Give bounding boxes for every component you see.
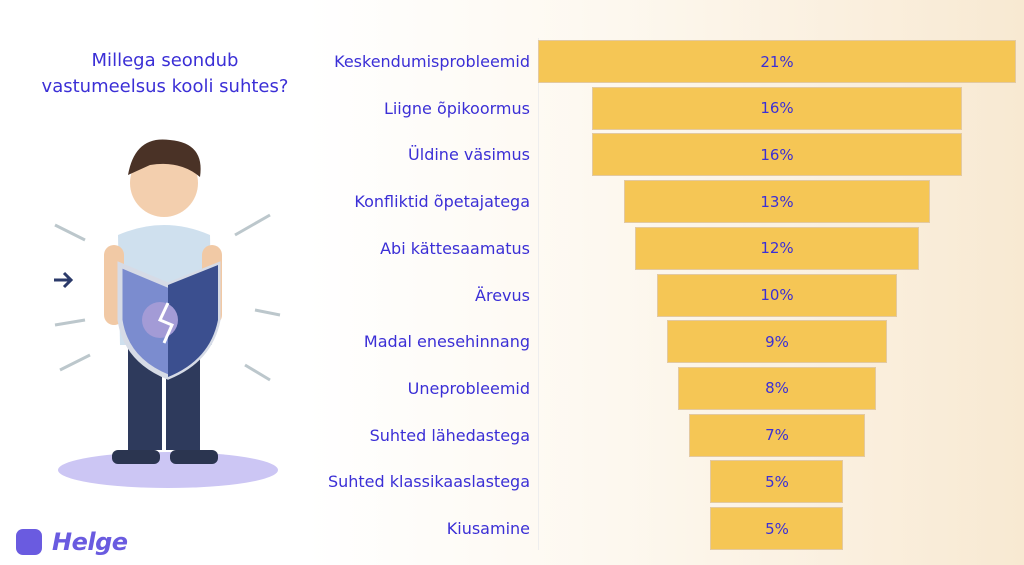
student-with-shield-illustration [54,139,281,488]
value-label: 7% [765,426,789,445]
category-label: Uneprobleemid [407,378,530,398]
funnel-row: Uneprobleemid 8% [0,366,1024,411]
category-label: Abi kättesaamatus [380,238,530,258]
helge-logo-icon [16,529,42,555]
funnel-row: Madal enesehinnang 9% [0,320,1024,364]
value-label: 12% [760,239,794,258]
category-label: Suhted lähedastega [369,425,530,445]
chart-title: Millega seondub vastumeelsus kooli suhte… [41,50,289,97]
funnel-row: Konfliktid õpetajatega 13% [0,180,1024,224]
category-label: Suhted klassikaaslastega [327,472,530,492]
funnel-bar: 10% [656,273,898,317]
category-label: Üldine väsimus [408,145,530,165]
funnel-row: Suhted klassikaaslastega 5% [0,460,1024,504]
brand-name: Helge [52,528,128,556]
funnel-row: Kiusamine 5% [0,507,1024,551]
funnel-row: Suhted lähedastega 7% [0,413,1024,458]
helge-logo: Helge [16,528,128,556]
funnel-bar: 8% [678,366,876,410]
funnel-row: Keskendumisprobleemid 21% [0,40,1024,84]
funnel-row: Ärevus 10% [0,273,1024,318]
category-label: Keskendumisprobleemid [334,52,530,71]
funnel-bar: 16% [591,133,963,177]
value-label: 8% [765,379,789,398]
funnel-bar: 16% [591,86,963,130]
value-label: 5% [765,472,789,491]
funnel-row: Liigne õpikoormus 16% [0,86,1024,131]
category-label: Madal enesehinnang [363,332,530,352]
value-label: 9% [765,332,789,351]
category-label: Kiusamine [446,519,530,538]
category-label: Liigne õpikoormus [383,98,530,118]
value-label: 16% [760,99,794,118]
funnel-row: Üldine väsimus 16% [0,133,1024,177]
value-label: 13% [760,192,794,211]
funnel-axis [538,38,539,550]
value-label: 21% [760,52,794,71]
funnel-bar: 13% [624,180,930,224]
value-label: 10% [760,286,794,304]
funnel-bar: 9% [667,320,887,364]
funnel-bar: 5% [710,507,844,550]
value-label: 16% [760,145,794,164]
funnel-bar: 5% [710,460,844,504]
category-label: Ärevus [475,285,530,305]
funnel-bar: 12% [635,226,919,270]
category-label: Konfliktid õpetajatega [354,192,530,212]
funnel-bar: 21% [538,40,1016,83]
funnel-bar: 7% [688,413,866,457]
funnel-row: Abi kättesaamatus 12% [0,226,1024,271]
value-label: 5% [765,519,789,538]
